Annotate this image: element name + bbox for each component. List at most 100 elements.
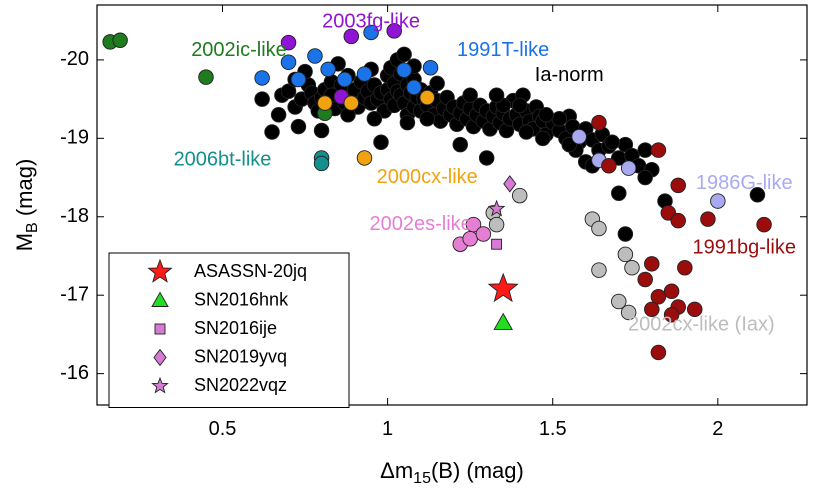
point-2000cx-like: [356, 150, 373, 166]
series-1991bg-like: [591, 114, 772, 361]
point-1986g-like: [620, 160, 637, 176]
x-axis: 0.5 1 1.5 2: [209, 5, 723, 440]
point-1991bg-like: [644, 256, 660, 272]
annotation-2003fg-like: 2003fg-like: [322, 11, 420, 33]
point-ia-norm: [551, 110, 568, 127]
legend-item-sn2016ije: SN2016ije: [154, 318, 277, 338]
y-axis-label: MB (mag): [12, 159, 41, 252]
annotation-2006bt-like: 2006bt-like: [174, 149, 272, 171]
point-ia-norm: [478, 150, 495, 166]
point-asassn-20jq: [487, 272, 519, 303]
point-2002cx-like-iax: [620, 304, 637, 321]
point-1991bg-like: [591, 114, 607, 131]
point-1991bg-like: [756, 216, 772, 233]
point-1991bg-like: [663, 307, 680, 323]
series-2000cx-like: [317, 89, 435, 166]
point-1991bg-like: [670, 212, 686, 229]
series-1986g-like: [571, 129, 726, 209]
point-1991bg-like: [601, 158, 617, 174]
series-sn2016hnk: [493, 312, 513, 330]
series-2002es-like: [452, 216, 492, 252]
point-sn2022vqz: [487, 199, 506, 217]
point-ia-norm: [373, 134, 389, 151]
point-1991t-like: [336, 71, 353, 88]
point-ia-norm: [518, 124, 535, 140]
point-sn2019yvq: [503, 175, 517, 193]
point-2002cx-like-iax: [488, 216, 505, 233]
legend-label: SN2022vqz: [194, 375, 287, 395]
legend-box: [108, 252, 350, 408]
data-points: [102, 23, 772, 361]
point-1991bg-like: [663, 283, 680, 300]
point-1991t-like: [280, 54, 297, 71]
y-tick-label: -16: [60, 362, 89, 384]
point-ia-norm: [366, 110, 383, 127]
series-sn2016ije: [491, 238, 503, 250]
legend-label: SN2019yvq: [194, 346, 287, 366]
legend: ASASSN-20jq SN2016hnk SN2016ije SN2019yvq SN…: [108, 252, 350, 408]
point-2002ic-like: [112, 32, 128, 49]
series-2006bt-like: [313, 150, 330, 172]
point-ia-norm: [604, 134, 620, 151]
point-1991t-like: [307, 48, 323, 64]
point-2006bt-like: [313, 155, 330, 172]
point-ia-norm: [749, 187, 766, 203]
point-1991bg-like: [650, 142, 667, 158]
legend-marker-sn2016hnk: [151, 291, 169, 307]
legend-marker-sn2022vqz: [151, 376, 169, 394]
point-ia-norm: [538, 107, 554, 123]
point-1991t-like: [254, 70, 270, 86]
point-1991bg-like: [650, 289, 667, 305]
point-1991t-like: [356, 66, 373, 82]
series-1991t-like: [254, 24, 439, 96]
point-1991bg-like: [700, 211, 716, 227]
legend-label: ASASSN-20jq: [194, 261, 307, 281]
annotation-2002ic-like: 2002ic-like: [191, 39, 287, 61]
point-1991bg-like: [670, 177, 686, 194]
point-sn2016ije: [491, 238, 503, 250]
series-sn2019yvq: [503, 175, 517, 193]
point-sn2016hnk: [493, 312, 513, 330]
point-2002es-like: [475, 226, 492, 242]
point-2003fg-like: [343, 28, 360, 45]
point-ia-norm: [290, 118, 307, 135]
legend-marker-sn2019yvq: [153, 348, 167, 367]
x-tick-label: 1.5: [539, 418, 567, 440]
annotation-2002cx-like-iax: 2002cx-like (Iax): [628, 313, 775, 335]
point-ia-norm: [617, 226, 634, 242]
series-asassn-20jq: [487, 272, 519, 303]
x-tick-label: 0.5: [209, 418, 237, 440]
point-1991bg-like: [637, 271, 653, 288]
point-1991bg-like: [677, 259, 693, 276]
annotations: 2003fg-like 2002ic-like 1991T-like Ia-norm 2…: [174, 11, 796, 336]
point-2000cx-like: [343, 95, 360, 111]
point-1991bg-like: [686, 301, 703, 318]
point-ia-norm: [419, 110, 435, 127]
annotation-ia-norm: Ia-norm: [535, 64, 604, 86]
point-ia-norm: [611, 185, 627, 201]
point-1991t-like: [290, 71, 307, 88]
point-2003fg-like: [386, 23, 402, 39]
y-tick-label: -17: [60, 283, 89, 305]
series-sn2022vqz: [487, 199, 506, 217]
point-2002ic-like: [198, 69, 214, 85]
legend-item-sn2016hnk: SN2016hnk: [151, 289, 289, 309]
point-ia-norm: [264, 124, 280, 140]
point-2000cx-like: [317, 95, 333, 111]
y-tick-label: -20: [60, 48, 89, 70]
legend-label: SN2016hnk: [194, 289, 289, 309]
x-tick-label: 1: [382, 418, 393, 440]
point-1991t-like: [396, 62, 412, 78]
plot-frame: [96, 4, 808, 406]
point-2002cx-like-iax: [617, 246, 634, 263]
point-1991bg-like: [650, 344, 667, 361]
point-1991t-like: [320, 61, 336, 78]
point-ia-norm: [452, 136, 469, 153]
point-2002cx-like-iax: [624, 259, 640, 276]
point-1991t-like: [422, 59, 439, 76]
point-1991bg-like: [644, 301, 660, 318]
point-ia-norm: [462, 87, 478, 103]
point-ia-norm: [399, 114, 416, 131]
annotation-2000cx-like: 2000cx-like: [377, 166, 478, 188]
point-2003fg-like: [280, 34, 297, 51]
